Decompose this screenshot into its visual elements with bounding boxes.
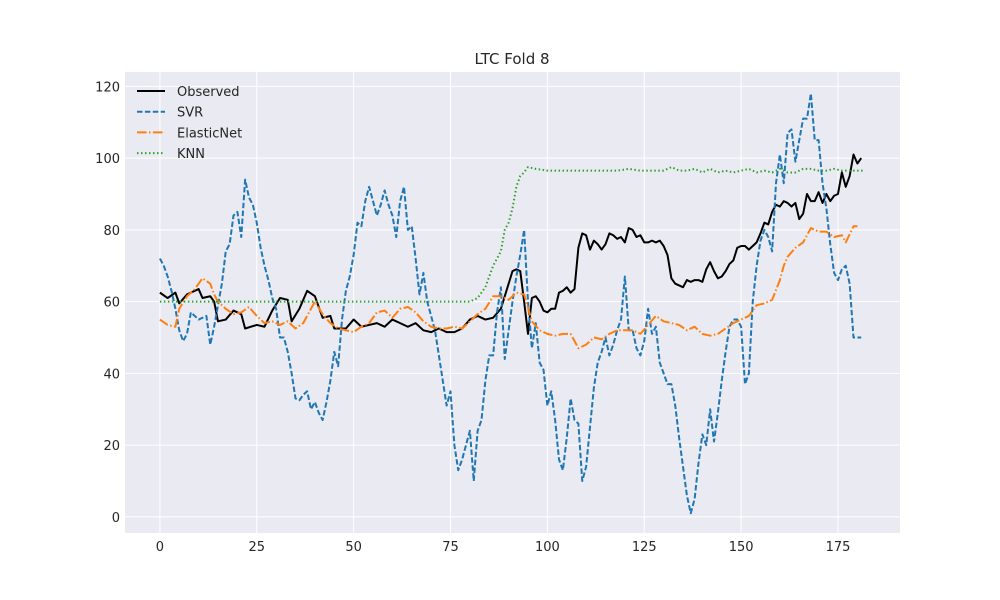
x-axis-ticks: 0 25 50 75 100 125 150 175 xyxy=(156,540,851,555)
x-tick-label: 150 xyxy=(729,540,754,555)
x-tick-label: 125 xyxy=(632,540,657,555)
x-tick-label: 25 xyxy=(248,540,265,555)
y-tick-label: 80 xyxy=(103,224,120,239)
legend-label-elasticnet: ElasticNet xyxy=(177,126,242,141)
y-tick-label: 120 xyxy=(95,80,120,95)
y-tick-label: 100 xyxy=(95,152,120,167)
y-axis-ticks: 0 20 40 60 80 100 120 xyxy=(95,80,120,526)
legend-label-observed: Observed xyxy=(177,85,240,100)
legend-label-svr: SVR xyxy=(177,106,203,121)
x-tick-label: 100 xyxy=(535,540,560,555)
x-tick-label: 75 xyxy=(442,540,459,555)
x-tick-label: 50 xyxy=(345,540,362,555)
y-tick-label: 0 xyxy=(112,511,120,526)
legend-label-knn: KNN xyxy=(177,147,205,162)
x-tick-label: 0 xyxy=(156,540,164,555)
y-tick-label: 20 xyxy=(103,439,120,454)
x-tick-label: 175 xyxy=(826,540,851,555)
y-tick-label: 40 xyxy=(103,367,120,382)
y-tick-label: 60 xyxy=(103,296,120,311)
chart-title: LTC Fold 8 xyxy=(474,50,549,68)
